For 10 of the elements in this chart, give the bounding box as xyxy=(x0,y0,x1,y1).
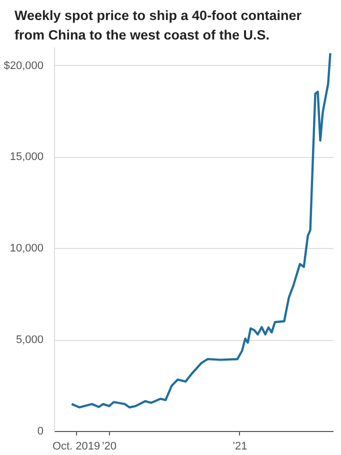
y-tick-label: $20,000 xyxy=(4,60,44,72)
y-tick-label: 15,000 xyxy=(10,151,44,164)
y-tick-label: 5,000 xyxy=(16,334,44,346)
x-tick-label: Oct. 2019 xyxy=(52,440,100,452)
y-tick-label: 10,000 xyxy=(10,242,44,255)
x-tick-label: ’20 xyxy=(102,440,117,452)
y-tick-label: 0 xyxy=(37,426,44,438)
x-tick-label: ’21 xyxy=(232,440,248,452)
line-series xyxy=(70,52,332,408)
chart-title: Weekly spot price to ship a 40-foot container from China to the west coast of the U.S. xyxy=(14,8,302,42)
